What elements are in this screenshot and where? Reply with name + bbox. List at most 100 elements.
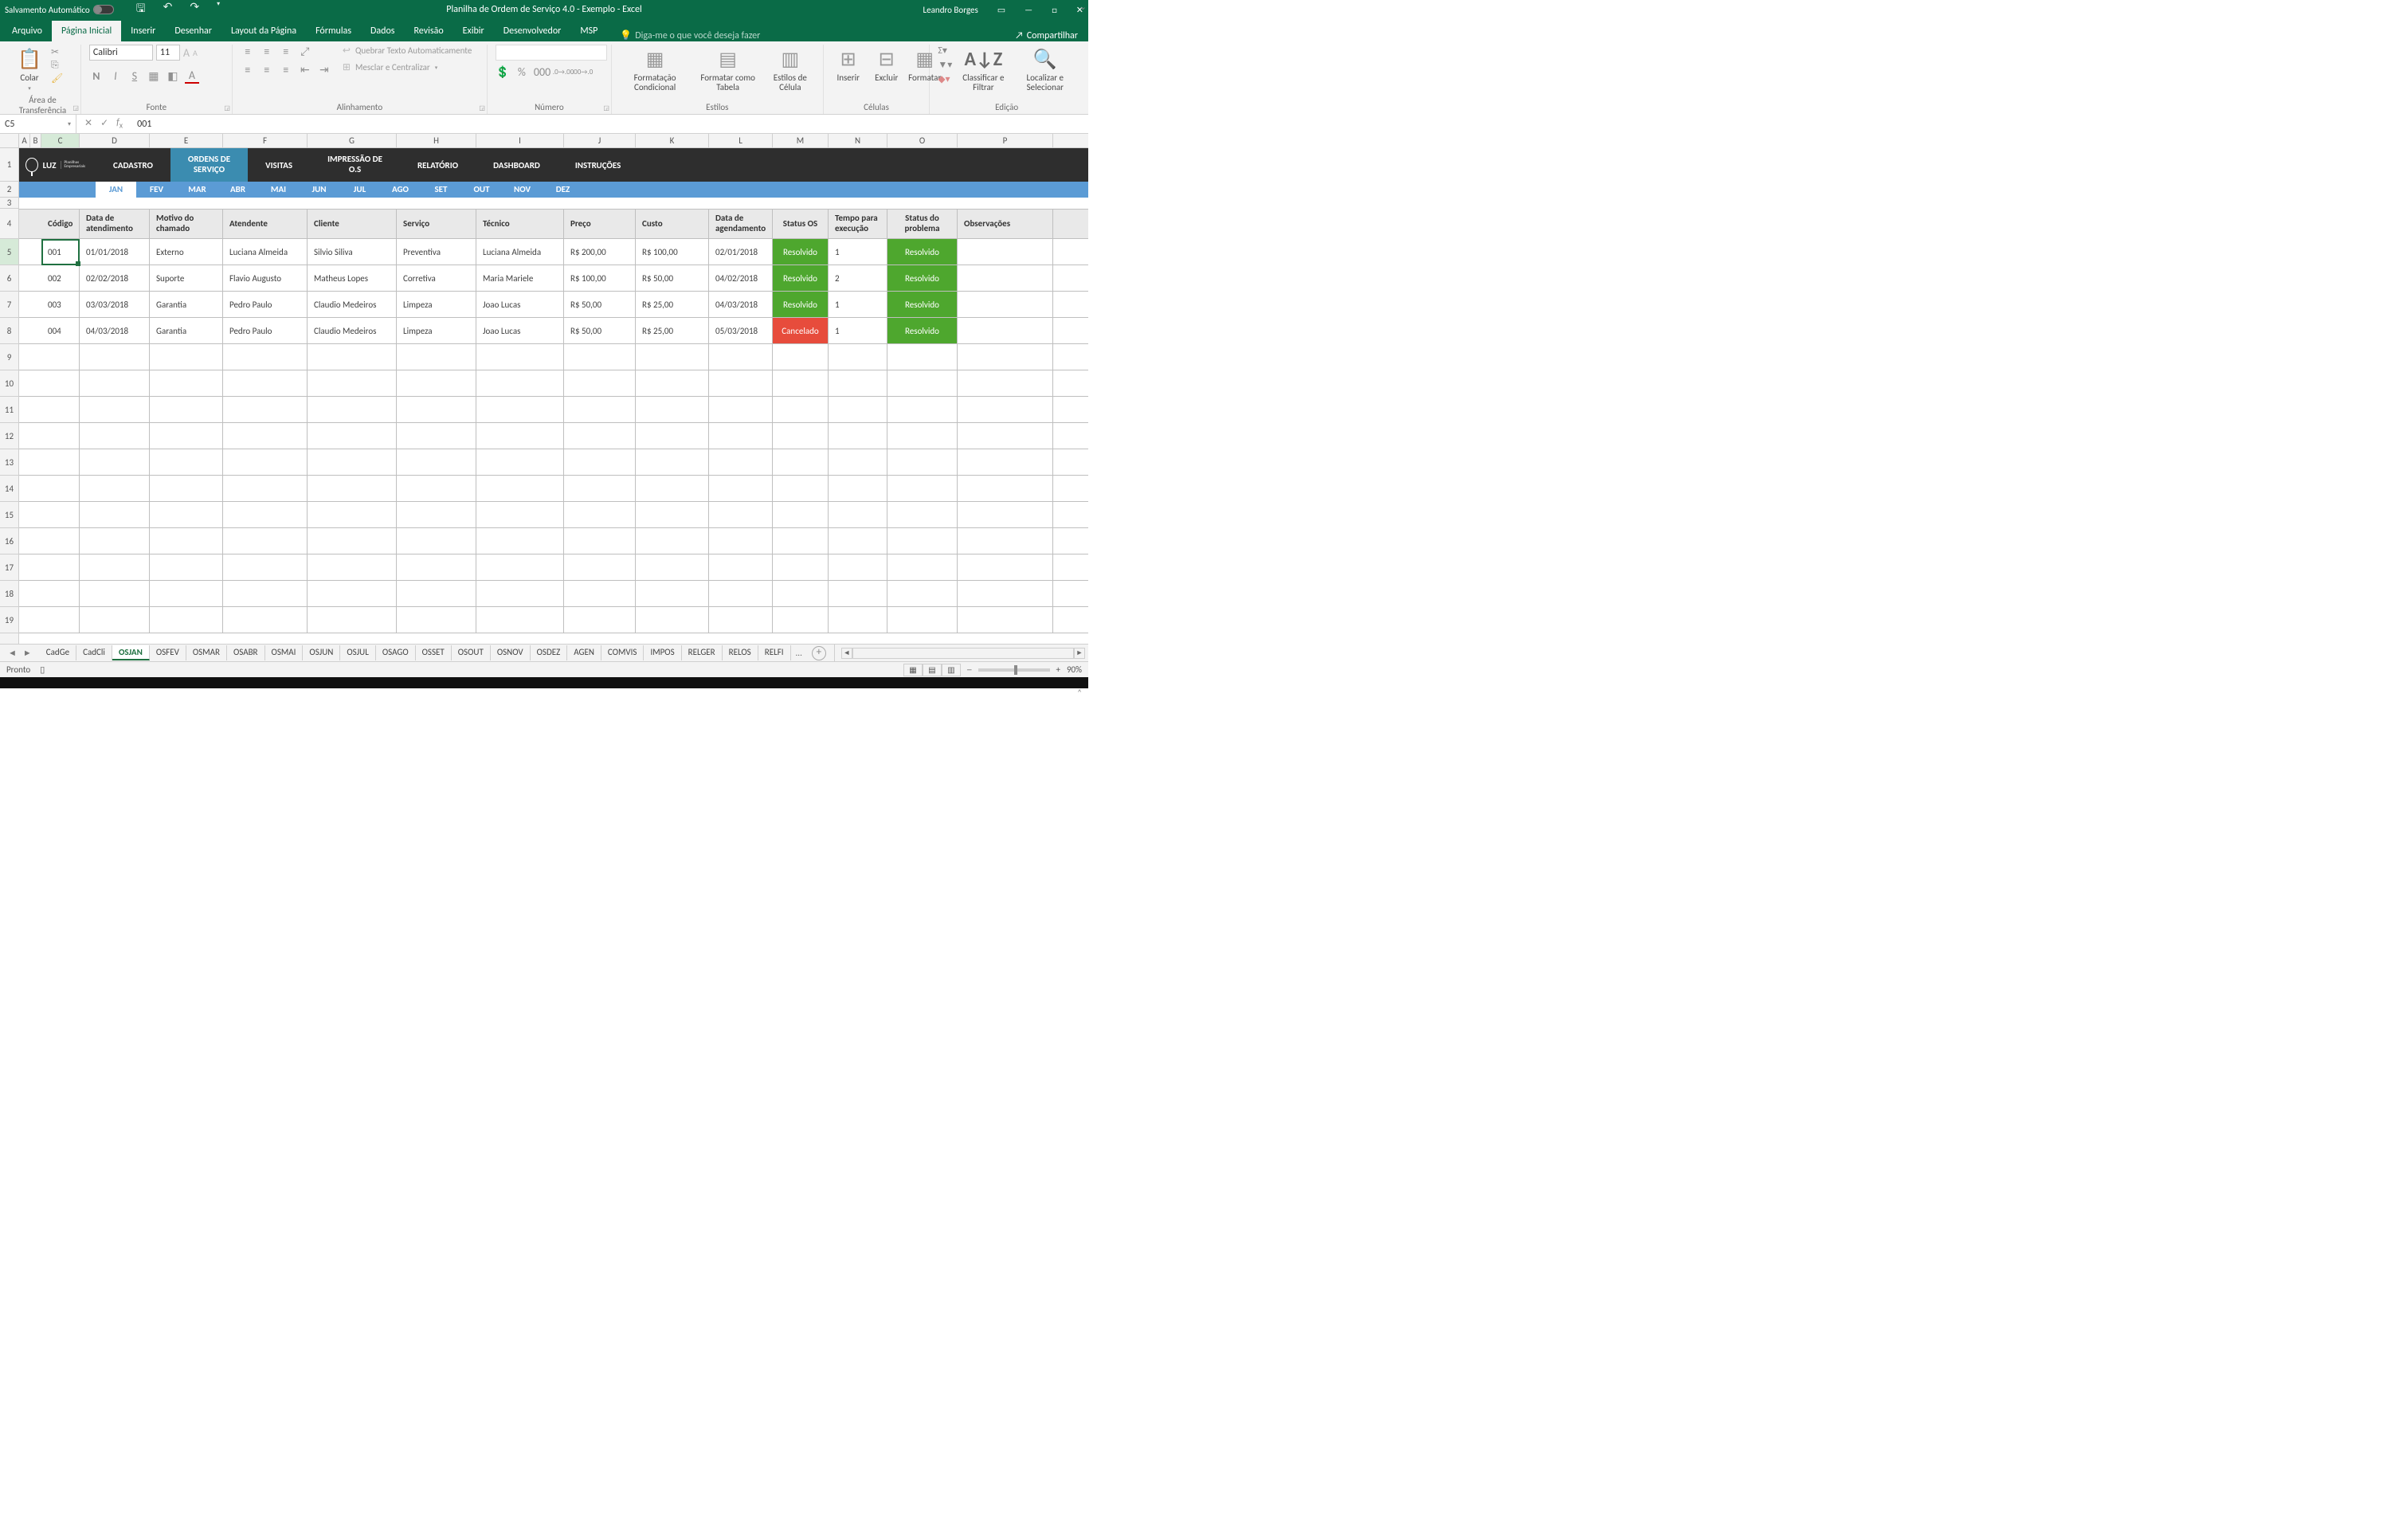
nav-instruções[interactable]: INSTRUÇÕES — [558, 148, 638, 182]
sort-filter-button[interactable]: A↓ZClassificar e Filtrar — [957, 45, 1009, 94]
month-jun[interactable]: JUN — [299, 182, 339, 198]
font-dialog-icon[interactable]: ◲ — [224, 104, 230, 112]
row-19[interactable]: 19 — [0, 607, 18, 633]
tab-página-inicial[interactable]: Página Inicial — [52, 21, 121, 41]
empty-row[interactable] — [19, 554, 1088, 581]
autosave-toggle[interactable] — [93, 5, 114, 14]
col-P[interactable]: P — [958, 134, 1053, 147]
select-all-corner[interactable] — [0, 134, 19, 147]
delete-cells-button[interactable]: ⊟Excluir — [870, 45, 903, 84]
zoom-in-icon[interactable]: + — [1056, 664, 1060, 675]
zoom-slider[interactable] — [978, 668, 1050, 672]
sheet-tab-relos[interactable]: RELOS — [723, 645, 758, 660]
merge-icon[interactable]: ⊞ — [343, 61, 351, 73]
formula-input[interactable]: 001 — [131, 119, 1088, 130]
bold-icon[interactable]: N — [89, 69, 104, 83]
col-A[interactable]: A — [19, 134, 30, 147]
view-normal-icon[interactable]: ▦ — [903, 664, 923, 676]
nav-dashboard[interactable]: DASHBOARD — [476, 148, 558, 182]
share-button[interactable]: ↗Compartilhar — [1015, 30, 1086, 41]
sheet-tab-osmai[interactable]: OSMAI — [265, 645, 304, 660]
horizontal-scrollbar[interactable]: ◄ ► — [841, 649, 1085, 657]
expand-formula-icon[interactable]: ⌄ — [1079, 2, 1087, 12]
row-18[interactable]: 18 — [0, 581, 18, 607]
table-row[interactable]: 00101/01/2018ExternoLuciana AlmeidaSilvi… — [19, 239, 1088, 265]
align-middle-icon[interactable]: ≡ — [260, 45, 274, 58]
tab-exibir[interactable]: Exibir — [453, 21, 494, 41]
sheet-tab-osago[interactable]: OSAGO — [376, 645, 416, 660]
empty-row[interactable] — [19, 528, 1088, 554]
nav-impressão-de-o.s[interactable]: IMPRESSÃO DEO.S — [310, 148, 400, 182]
sheet-tab-osabr[interactable]: OSABR — [227, 645, 265, 660]
empty-row[interactable] — [19, 344, 1088, 370]
empty-row[interactable] — [19, 502, 1088, 528]
month-mai[interactable]: MAI — [258, 182, 299, 198]
user-name[interactable]: Leandro Borges — [923, 5, 978, 15]
undo-icon[interactable]: ↶ — [163, 0, 173, 19]
sheet-tab-osjan[interactable]: OSJAN — [112, 645, 150, 660]
cell-styles-button[interactable]: ▥Estilos de Célula — [766, 45, 815, 94]
tab-inserir[interactable]: Inserir — [121, 21, 165, 41]
align-bottom-icon[interactable]: ≡ — [279, 45, 293, 58]
sheet-tab-cadge[interactable]: CadGe — [40, 645, 76, 660]
nav-ordens-de-serviço[interactable]: ORDENS DESERVIÇO — [170, 148, 248, 182]
hscroll-right-icon[interactable]: ► — [1074, 648, 1085, 659]
maximize-icon[interactable]: □ — [1052, 5, 1057, 15]
sheet-nav-next-icon[interactable]: ► — [23, 648, 32, 658]
name-box[interactable]: C5▾ — [0, 115, 76, 133]
month-jul[interactable]: JUL — [339, 182, 380, 198]
decrease-decimal-icon[interactable]: .00→.0 — [572, 68, 586, 76]
col-D[interactable]: D — [80, 134, 150, 147]
fx-icon[interactable]: fx — [116, 117, 123, 130]
row-17[interactable]: 17 — [0, 554, 18, 581]
row-6[interactable]: 6 — [0, 265, 18, 292]
wrap-text-icon[interactable]: ↩ — [343, 45, 351, 57]
col-K[interactable]: K — [636, 134, 709, 147]
col-N[interactable]: N — [829, 134, 887, 147]
sheet-tab-impos[interactable]: IMPOS — [644, 645, 681, 660]
col-H[interactable]: H — [397, 134, 476, 147]
sheet-tab-osnov[interactable]: OSNOV — [491, 645, 531, 660]
row-9[interactable]: 9 — [0, 344, 18, 370]
row-12[interactable]: 12 — [0, 423, 18, 449]
month-set[interactable]: SET — [421, 182, 461, 198]
month-dez[interactable]: DEZ — [543, 182, 583, 198]
comma-icon[interactable]: 000 — [534, 65, 548, 79]
sheet-tab-comvis[interactable]: COMVIS — [601, 645, 645, 660]
orientation-icon[interactable]: ⤢ — [298, 45, 312, 58]
fill-icon[interactable]: ▼▾ — [938, 59, 952, 71]
empty-row[interactable] — [19, 581, 1088, 607]
sheet-tab-osset[interactable]: OSSET — [416, 645, 452, 660]
sheet-tab-osjun[interactable]: OSJUN — [303, 645, 340, 660]
zoom-out-icon[interactable]: ─ — [967, 664, 972, 675]
month-ago[interactable]: AGO — [380, 182, 421, 198]
autosum-icon[interactable]: Σ▾ — [938, 45, 952, 57]
view-page-layout-icon[interactable]: ▤ — [923, 664, 942, 676]
nav-cadastro[interactable]: CADASTRO — [96, 148, 170, 182]
col-I[interactable]: I — [476, 134, 564, 147]
borders-icon[interactable]: ▦ — [147, 69, 161, 83]
tab-desenvolvedor[interactable]: Desenvolvedor — [494, 21, 571, 41]
view-page-break-icon[interactable]: ▥ — [942, 664, 961, 676]
clear-icon[interactable]: ◆▾ — [938, 73, 952, 85]
col-C[interactable]: C — [41, 134, 80, 147]
table-row[interactable]: 00303/03/2018GarantiaPedro PauloClaudio … — [19, 292, 1088, 318]
align-center-icon[interactable]: ≡ — [260, 63, 274, 76]
tab-dados[interactable]: Dados — [361, 21, 404, 41]
col-E[interactable]: E — [150, 134, 223, 147]
col-B[interactable]: B — [30, 134, 41, 147]
month-out[interactable]: OUT — [461, 182, 502, 198]
fill-color-icon[interactable]: ◧ — [166, 69, 180, 83]
font-color-icon[interactable]: A — [185, 69, 199, 84]
underline-icon[interactable]: S — [127, 69, 142, 83]
empty-row[interactable] — [19, 423, 1088, 449]
redo-icon[interactable]: ↷ — [190, 0, 199, 19]
new-sheet-button[interactable]: + — [812, 646, 826, 660]
sheet-tab-osmar[interactable]: OSMAR — [186, 645, 227, 660]
row-11[interactable]: 11 — [0, 397, 18, 423]
empty-row[interactable] — [19, 397, 1088, 423]
month-fev[interactable]: FEV — [136, 182, 177, 198]
nav-visitas[interactable]: VISITAS — [248, 148, 310, 182]
row-14[interactable]: 14 — [0, 476, 18, 502]
sheet-tab-cadcli[interactable]: CadCli — [76, 645, 112, 660]
